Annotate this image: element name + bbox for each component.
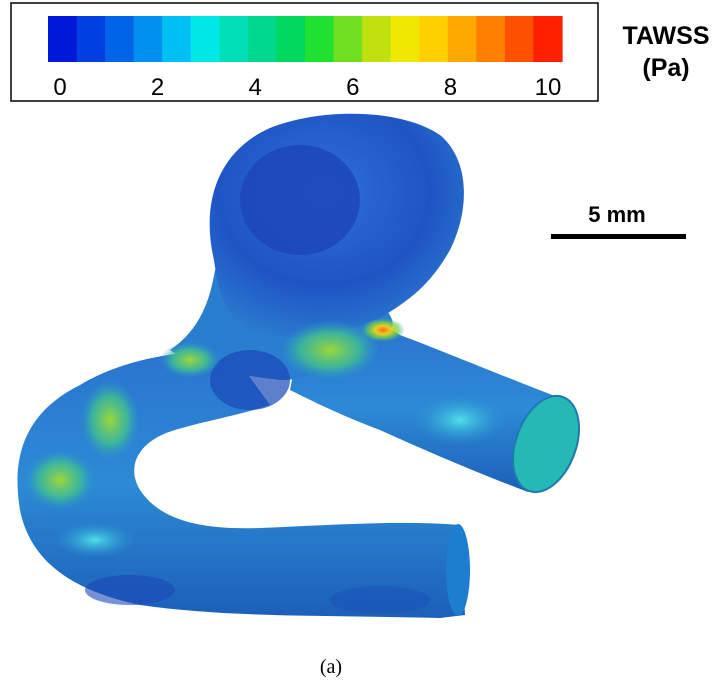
colorbar-swatches bbox=[48, 16, 563, 62]
colorbar-swatch bbox=[533, 16, 563, 62]
inlet-face bbox=[446, 524, 470, 616]
colorbar-swatch bbox=[76, 16, 106, 62]
colorbar-swatch bbox=[276, 16, 306, 62]
cyan-wss-region bbox=[415, 395, 505, 445]
colorbar-swatch bbox=[504, 16, 535, 62]
colorbar: 0 2 4 6 8 10 bbox=[10, 2, 599, 102]
colorbar-tick-label: 6 bbox=[346, 74, 359, 101]
colorbar-swatch bbox=[247, 16, 278, 62]
colorbar-tick-label: 8 bbox=[444, 74, 457, 101]
colorbar-tick-label: 2 bbox=[151, 74, 164, 101]
scale-bar: 5 mm bbox=[551, 202, 686, 239]
colorbar-swatch bbox=[447, 16, 477, 62]
colorbar-swatch bbox=[162, 16, 192, 62]
colorbar-swatch bbox=[190, 16, 220, 62]
colorbar-title: TAWSS bbox=[622, 22, 709, 50]
right-outlet-face bbox=[512, 394, 580, 494]
colorbar-swatch bbox=[362, 16, 392, 62]
colorbar-swatch bbox=[133, 16, 163, 62]
colorbar-swatch bbox=[419, 16, 449, 62]
moderate-wss-region bbox=[280, 320, 380, 380]
low-wss-region bbox=[330, 586, 430, 614]
colorbar-unit: (Pa) bbox=[642, 54, 689, 82]
moderate-wss-region bbox=[80, 380, 140, 460]
colorbar-swatch bbox=[48, 16, 78, 62]
colorbar-tick-label: 0 bbox=[53, 74, 66, 101]
cyan-wss-region bbox=[55, 522, 135, 558]
colorbar-swatch bbox=[305, 16, 335, 62]
scale-bar-label: 5 mm bbox=[588, 202, 645, 227]
colorbar-swatch bbox=[333, 16, 363, 62]
colorbar-swatch bbox=[390, 16, 420, 62]
moderate-wss-region bbox=[25, 450, 95, 510]
colorbar-swatch bbox=[476, 16, 506, 62]
low-wss-region bbox=[210, 350, 290, 410]
peak-wss-spot bbox=[361, 318, 405, 342]
low-wss-region bbox=[85, 575, 175, 605]
colorbar-tick-label: 10 bbox=[535, 74, 562, 101]
scale-bar-line bbox=[551, 234, 686, 239]
moderate-wss-region bbox=[160, 342, 220, 378]
colorbar-tick-label: 4 bbox=[249, 74, 262, 101]
colorbar-swatch bbox=[105, 16, 135, 62]
figure-caption: (a) bbox=[320, 656, 342, 678]
colorbar-swatch bbox=[219, 16, 249, 62]
colorbar-ticks: 0 2 4 6 8 10 bbox=[53, 74, 561, 101]
aneurysm-vessel-model bbox=[17, 113, 580, 618]
low-wss-region bbox=[240, 145, 360, 255]
